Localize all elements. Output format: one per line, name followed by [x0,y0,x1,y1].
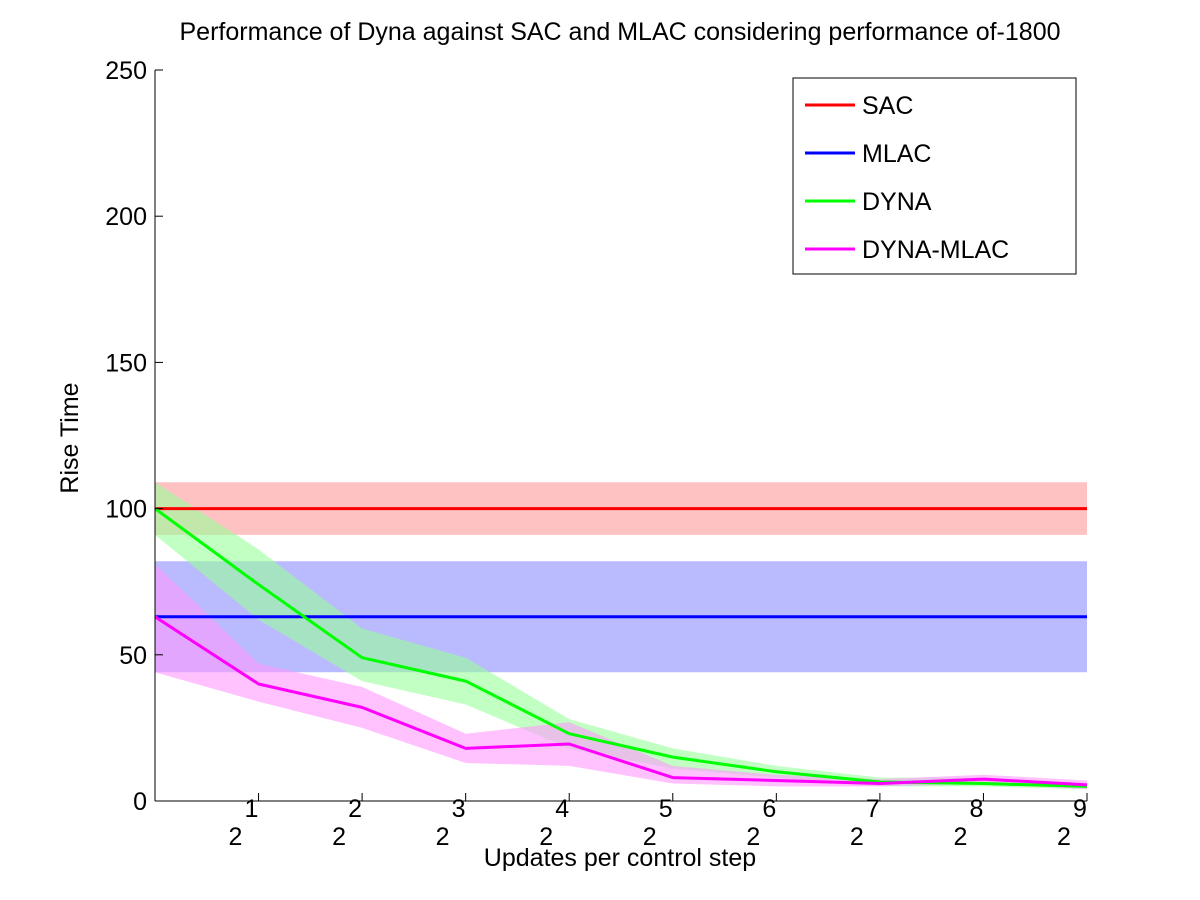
x-tick-base: 2 [850,823,864,851]
x-tick-exponent: 2 [348,795,362,823]
legend-entry-dyna: DYNA [805,188,932,216]
x-tick-label: 23 [436,795,466,851]
x-tick-exponent: 6 [762,795,776,823]
dyna-mlac-line [154,615,1088,787]
legend-label-sac: SAC [862,92,913,120]
x-tick-label: 27 [850,795,880,851]
x-tick-base: 2 [953,823,967,851]
x-tick-label: 22 [332,795,362,851]
dyna-band [155,482,1087,790]
y-tick-label: 100 [105,496,147,524]
x-tick-label: 25 [643,795,673,851]
y-tick-label: 250 [105,57,147,85]
x-tick-base: 2 [643,823,657,851]
y-axis-label: Rise Time [56,382,84,493]
x-tick-exponent: 3 [452,795,466,823]
y-tick-label: 150 [105,349,147,377]
x-tick-exponent: 1 [245,795,259,823]
axes [154,70,1087,802]
x-tick-base: 2 [539,823,553,851]
y-tick-label: 0 [133,788,147,816]
x-tick-base: 2 [1057,823,1071,851]
x-tick-label: 21 [229,795,259,851]
x-tick-label: 24 [539,795,569,851]
legend-label-dyna: DYNA [862,188,932,216]
x-tick-label: 26 [746,795,776,851]
legend-label-mlac: MLAC [862,140,931,168]
x-tick-exponent: 5 [659,795,673,823]
chart-title: Performance of Dyna against SAC and MLAC… [179,18,1060,46]
x-tick-base: 2 [746,823,760,851]
x-tick-exponent: 4 [555,795,569,823]
legend-label-dyna-mlac: DYNA-MLAC [862,236,1009,264]
x-tick-base: 2 [332,823,346,851]
y-tick-label: 200 [105,203,147,231]
x-tick-label: 28 [953,795,983,851]
legend-entry-dyna-mlac: DYNA-MLAC [805,236,1009,264]
series-lines [154,507,1088,788]
legend-entry-mlac: MLAC [805,140,931,168]
x-tick-exponent: 8 [969,795,983,823]
legend-box [792,77,1077,275]
legend: SAC MLAC DYNA DYNA-MLAC [792,77,1077,275]
dyna-mlac-band [155,564,1087,790]
x-tick-exponent: 9 [1073,795,1087,823]
x-tick-label: 29 [1057,795,1087,851]
y-tick-label: 50 [119,642,147,670]
x-tick-base: 2 [436,823,450,851]
legend-entries: SAC MLAC DYNA DYNA-MLAC [805,92,1009,264]
y-axis-ticks: 0 50 100 150 200 250 [105,57,163,816]
x-tick-exponent: 7 [866,795,880,823]
x-axis-label: Updates per control step [484,844,756,872]
legend-entry-sac: SAC [805,92,913,120]
x-tick-base: 2 [229,823,243,851]
